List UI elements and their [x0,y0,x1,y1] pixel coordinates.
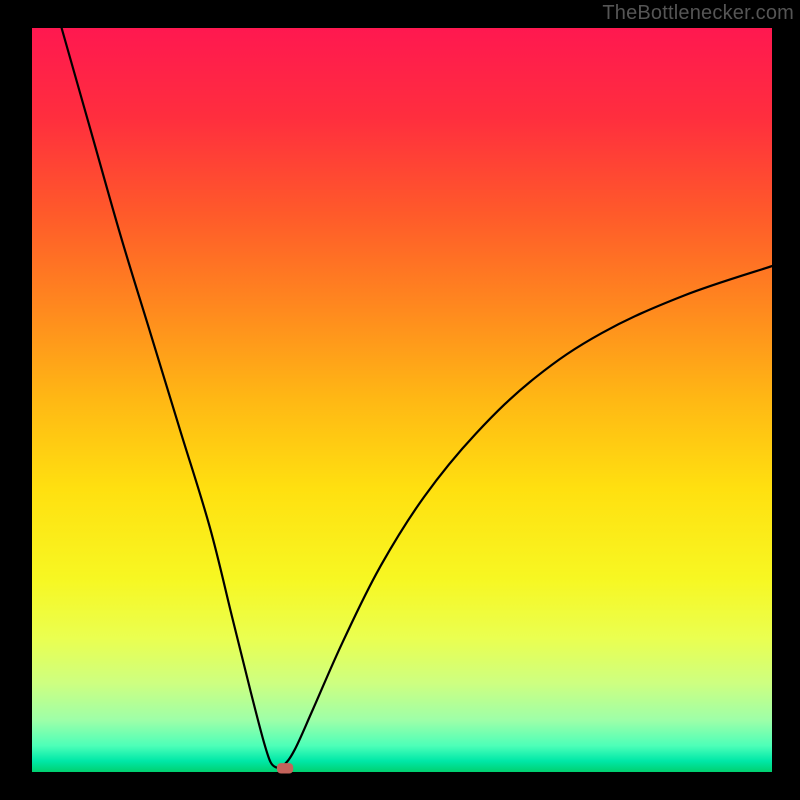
chart-container: TheBottlenecker.com [0,0,800,800]
bottleneck-chart [0,0,800,800]
plot-area [32,28,772,772]
watermark-text: TheBottlenecker.com [602,2,794,25]
knee-marker [277,763,293,773]
